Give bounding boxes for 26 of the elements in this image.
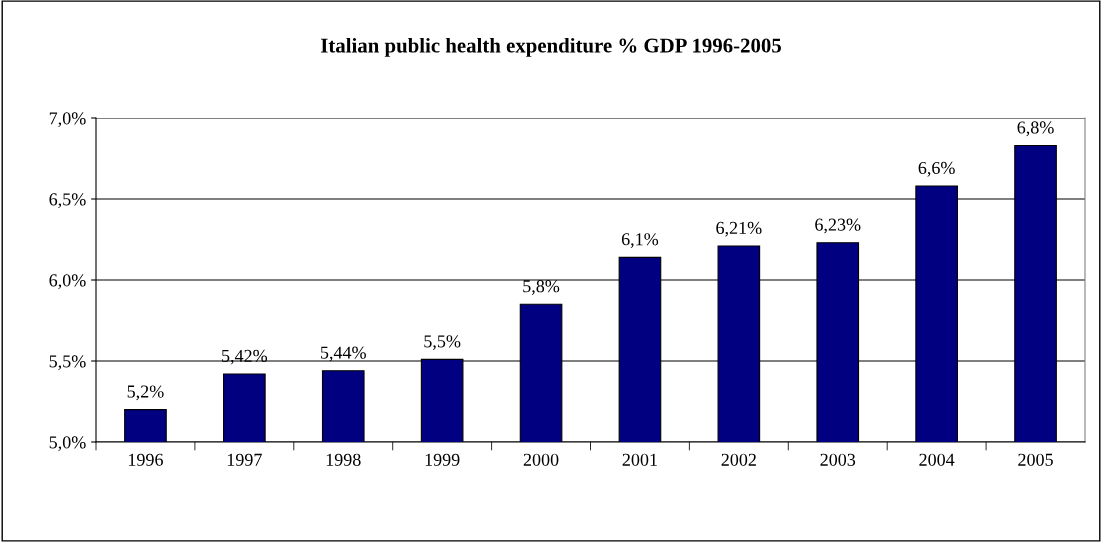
x-tick-label: 1997 (227, 453, 262, 466)
x-tick-label: 2004 (919, 453, 955, 466)
data-label: 6,21% (716, 221, 762, 237)
y-tick-label: 6,0% (49, 274, 86, 290)
x-tick-label: 2000 (523, 453, 559, 466)
x-tick-label: 2002 (721, 453, 756, 466)
x-tick-label: 2005 (1018, 453, 1053, 466)
data-label: 6,6% (918, 161, 955, 177)
y-tick-label: 5,5% (49, 355, 86, 371)
data-label: 5,5% (424, 335, 461, 350)
y-tick-label: 6,5% (49, 193, 86, 209)
y-tick-label: 7,0% (49, 112, 86, 128)
data-label: 5,42% (222, 349, 268, 365)
data-label: 5,8% (523, 280, 560, 295)
y-tick-label: 5,0% (49, 436, 86, 452)
x-tick-label: 1999 (425, 453, 460, 466)
data-label: 5,44% (320, 346, 366, 362)
x-tick-label: 2003 (820, 453, 856, 466)
data-label: 6,8% (1017, 121, 1054, 137)
x-tick-label: 1998 (326, 453, 361, 466)
data-label: 6,1% (621, 233, 659, 248)
x-tick-label: 2001 (622, 453, 657, 466)
x-tick-label: 1996 (128, 453, 163, 466)
data-label: 5,2% (127, 385, 164, 401)
chart-title: Italian public health expenditure % GDP 1996-2005 (320, 37, 781, 57)
data-label: 6,23% (815, 218, 861, 234)
